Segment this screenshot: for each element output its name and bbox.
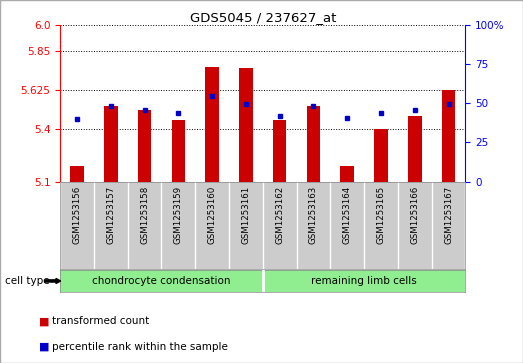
Bar	[138, 110, 151, 182]
Text: GSM1253166: GSM1253166	[411, 186, 419, 244]
Text: GSM1253165: GSM1253165	[377, 186, 385, 244]
Bar	[239, 68, 253, 182]
Text: GSM1253161: GSM1253161	[242, 186, 251, 244]
Text: cell type: cell type	[5, 276, 50, 286]
Text: transformed count: transformed count	[52, 316, 150, 326]
Text: GSM1253156: GSM1253156	[73, 186, 82, 244]
Title: GDS5045 / 237627_at: GDS5045 / 237627_at	[190, 11, 336, 24]
Text: remaining limb cells: remaining limb cells	[311, 276, 417, 286]
Text: ■: ■	[39, 316, 50, 326]
Text: ■: ■	[39, 342, 50, 352]
Text: percentile rank within the sample: percentile rank within the sample	[52, 342, 228, 352]
Text: GSM1253159: GSM1253159	[174, 186, 183, 244]
Bar	[172, 120, 185, 182]
Bar	[206, 67, 219, 182]
Bar	[70, 166, 84, 182]
Text: GSM1253158: GSM1253158	[140, 186, 149, 244]
Bar	[273, 120, 287, 182]
Text: GSM1253162: GSM1253162	[275, 186, 284, 244]
Bar	[306, 106, 320, 182]
Text: chondrocyte condensation: chondrocyte condensation	[92, 276, 231, 286]
Bar	[340, 166, 354, 182]
Bar	[408, 117, 422, 182]
Text: GSM1253160: GSM1253160	[208, 186, 217, 244]
Text: GSM1253167: GSM1253167	[444, 186, 453, 244]
Text: GSM1253163: GSM1253163	[309, 186, 318, 244]
Text: GSM1253164: GSM1253164	[343, 186, 352, 244]
Bar	[104, 106, 118, 182]
Bar	[374, 130, 388, 182]
Bar	[442, 90, 456, 182]
Text: GSM1253157: GSM1253157	[106, 186, 115, 244]
